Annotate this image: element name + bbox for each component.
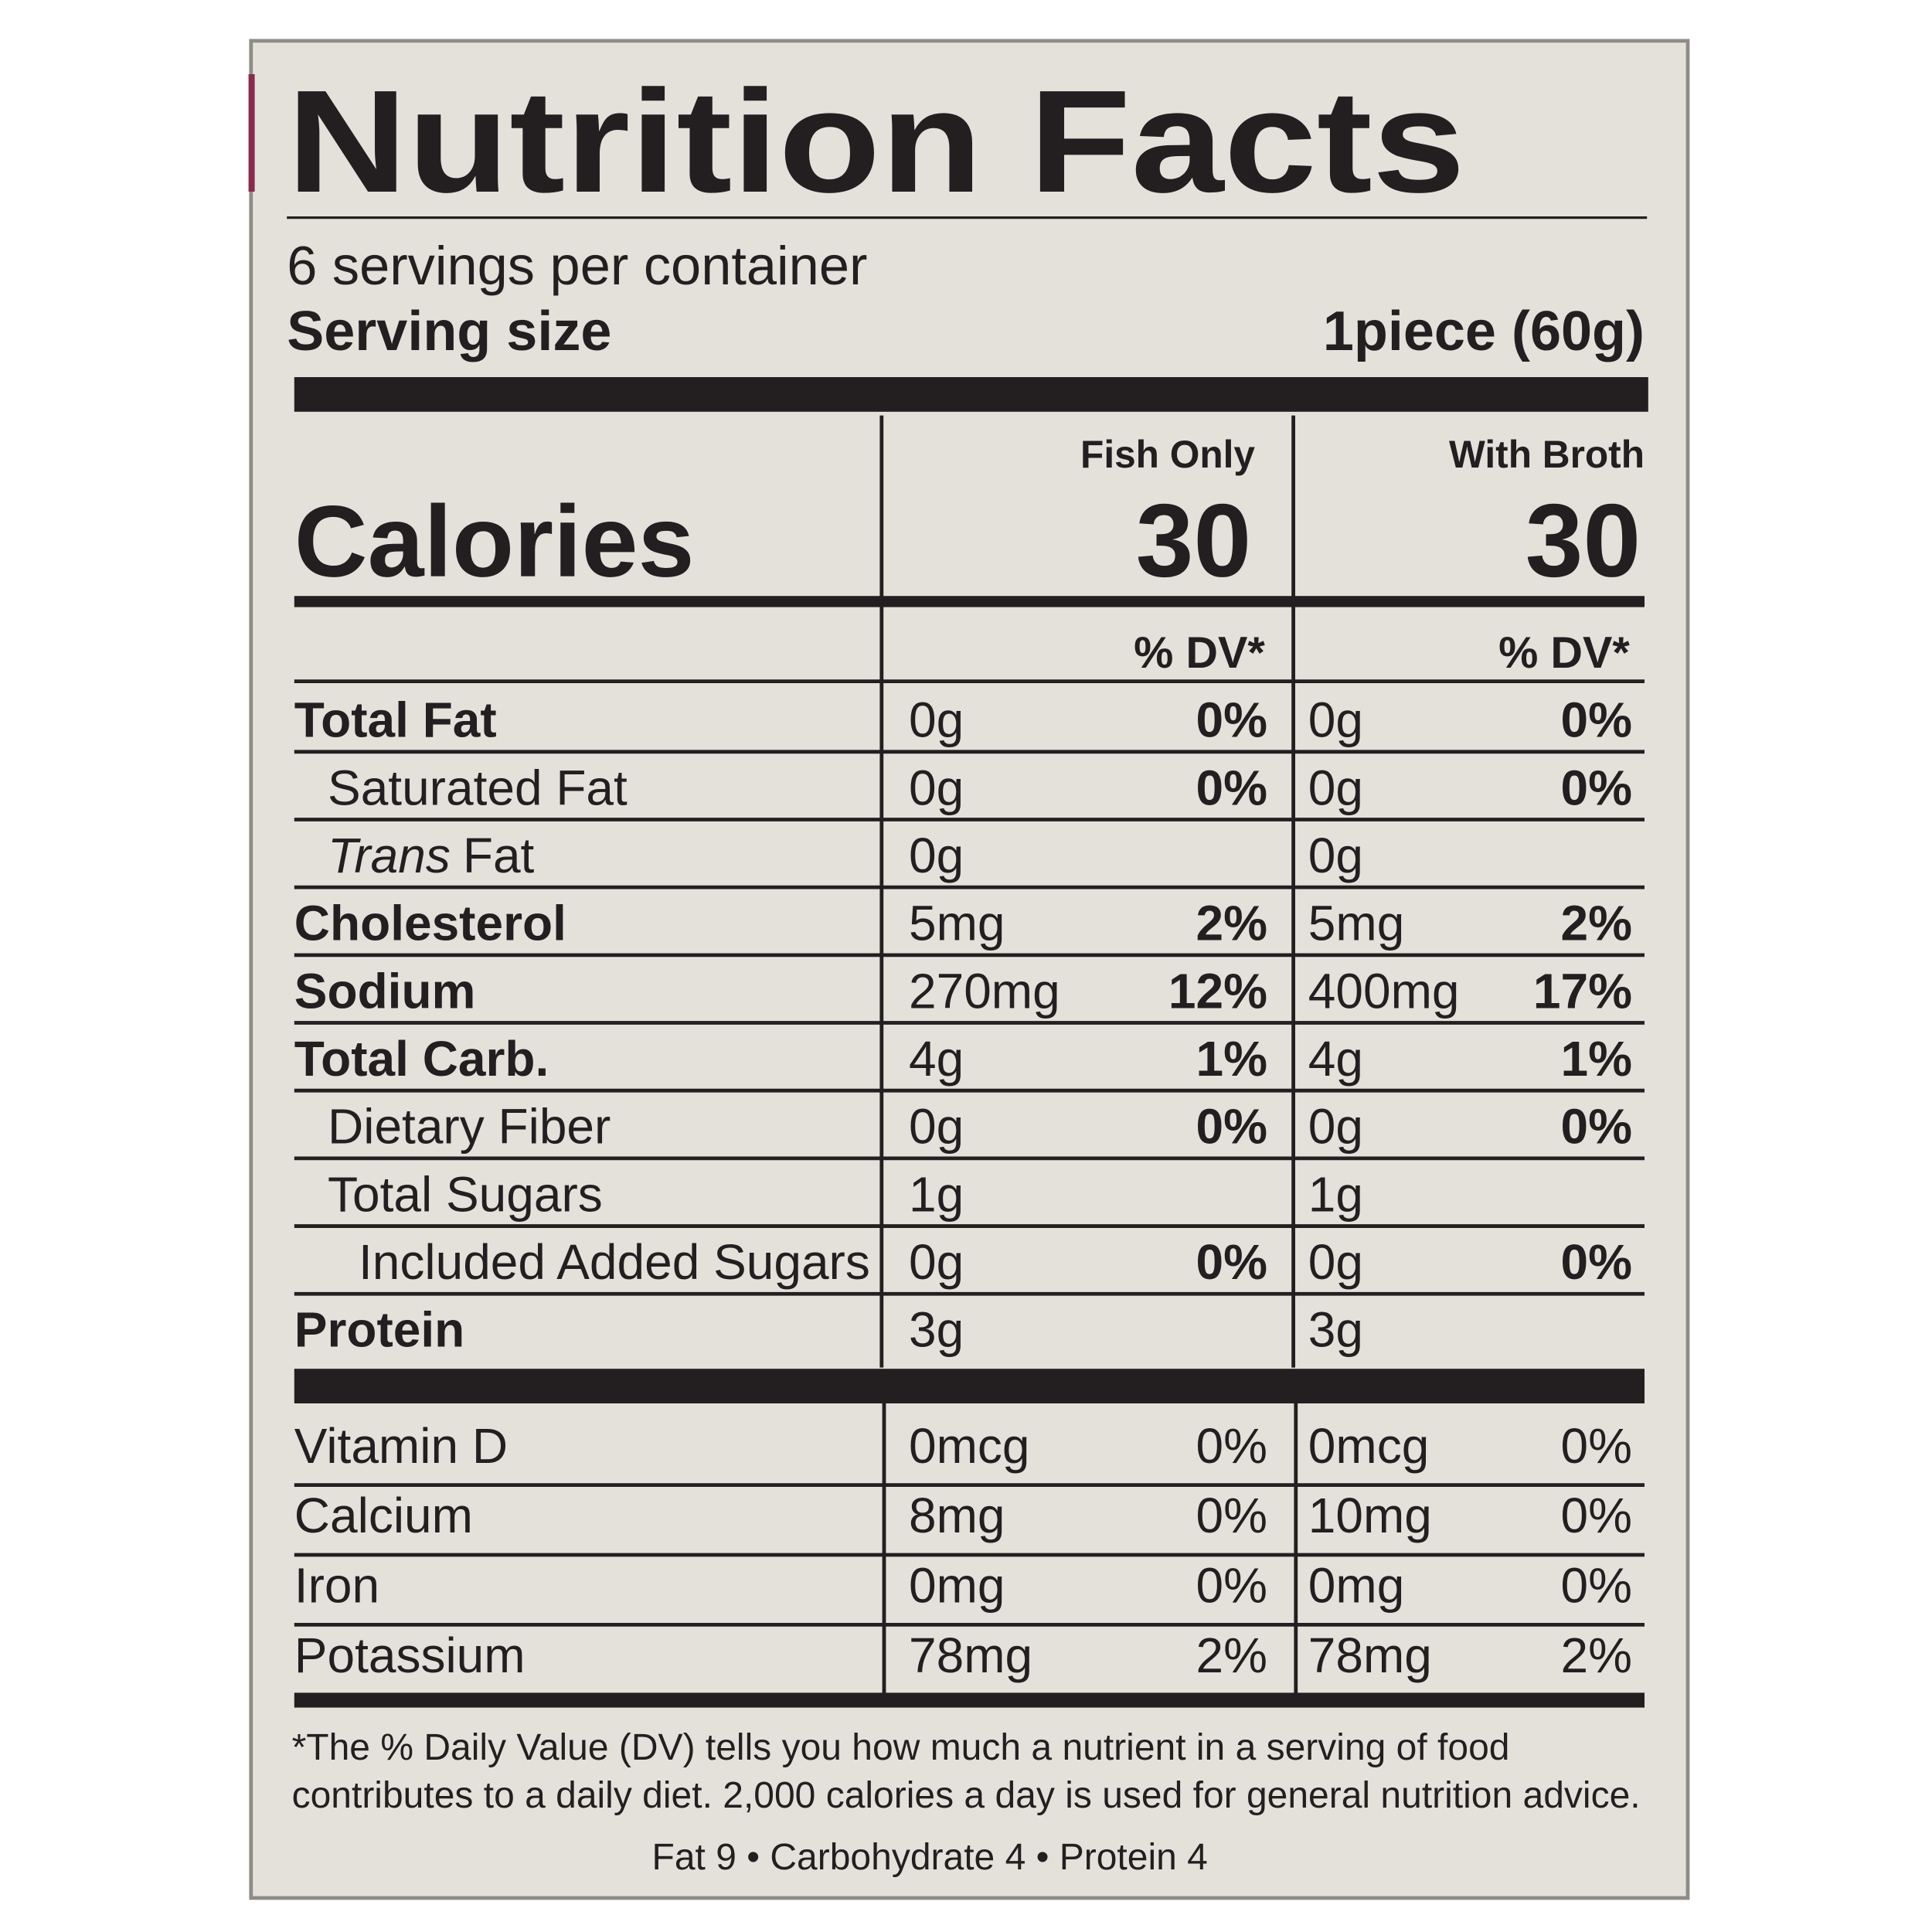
amount: 0mcg <box>909 1418 1030 1474</box>
nutrient-label: Dietary Fiber <box>328 1099 611 1155</box>
amount: 0g <box>909 828 964 883</box>
amount: 0g <box>1308 1234 1363 1290</box>
column-name: With Broth <box>1449 433 1645 476</box>
label-text: Fat <box>463 828 535 883</box>
daily-value: 0% <box>1561 692 1633 748</box>
daily-value: 0% <box>1561 1418 1633 1474</box>
dv-header: % DV* <box>1134 628 1265 678</box>
amount: 4g <box>1308 1031 1363 1087</box>
daily-value: 0% <box>1196 1558 1268 1614</box>
serving-size-label: Serving size <box>287 301 611 362</box>
amount: 0g <box>1308 828 1363 883</box>
calories-value: 30 <box>1136 483 1251 599</box>
daily-value: 0% <box>1196 760 1268 815</box>
daily-value: 2% <box>1196 896 1268 951</box>
amount: 400mg <box>1308 963 1460 1019</box>
daily-value: 0% <box>1196 1099 1268 1155</box>
nutrient-label: Calcium <box>294 1488 473 1543</box>
nutrient-label: Iron <box>294 1558 379 1614</box>
footnote: *The % Daily Value (DV) tells you how mu… <box>291 1727 1641 1817</box>
nutrient-label: Protein <box>294 1302 464 1358</box>
nutrient-label: Saturated Fat <box>328 760 628 815</box>
amount: 3g <box>1308 1302 1363 1358</box>
nutrient-label: Total Carb. <box>294 1031 549 1087</box>
daily-value: 1% <box>1561 1031 1633 1087</box>
amount: 0g <box>1308 760 1363 815</box>
nutrient-label: Vitamin D <box>294 1418 508 1474</box>
footnote-box: *The % Daily Value (DV) tells you how mu… <box>291 1727 1641 1817</box>
amount: 3g <box>909 1302 964 1358</box>
daily-value: 0% <box>1561 760 1633 815</box>
nutrient-label: Sodium <box>294 963 476 1019</box>
daily-value: 1% <box>1196 1031 1268 1087</box>
amount: 0g <box>909 692 964 748</box>
medium-bar <box>294 1692 1645 1708</box>
amount: 0g <box>1308 692 1363 748</box>
nutrient-label: Cholesterol <box>294 896 566 951</box>
amount: 78mg <box>909 1628 1032 1683</box>
daily-value: 0% <box>1196 692 1268 748</box>
amount: 0g <box>1308 1099 1363 1155</box>
daily-value: 2% <box>1561 896 1633 951</box>
amount: 78mg <box>1308 1628 1432 1683</box>
thick-bar <box>294 1369 1645 1403</box>
daily-value: 0% <box>1561 1558 1633 1614</box>
nutrient-label: Trans Fat <box>328 828 535 883</box>
daily-value: 0% <box>1561 1234 1633 1290</box>
column-name: Fish Only <box>1080 433 1255 476</box>
title: Nutrition Facts <box>287 60 1465 223</box>
calories-value: 30 <box>1526 483 1641 599</box>
nutrient-label: Included Added Sugars <box>359 1234 870 1290</box>
daily-value: 12% <box>1168 963 1267 1019</box>
nutrient-label: Total Sugars <box>328 1166 603 1222</box>
daily-value: 2% <box>1561 1628 1633 1683</box>
medium-bar <box>294 596 1645 607</box>
edge-strip <box>248 74 255 192</box>
calorie-guide: Fat 9 • Carbohydrate 4 • Protein 4 <box>652 1837 1208 1878</box>
amount: 0g <box>909 1099 964 1155</box>
amount: 0g <box>909 760 964 815</box>
nutrient-label: Potassium <box>294 1628 526 1683</box>
daily-value: 0% <box>1196 1488 1268 1543</box>
amount: 10mg <box>1308 1488 1432 1543</box>
amount: 4g <box>909 1031 964 1087</box>
label-italic: Trans <box>328 828 451 883</box>
amount: 1g <box>1308 1166 1363 1222</box>
servings: 6 servings per container <box>287 235 867 296</box>
amount: 0mg <box>1308 1558 1405 1614</box>
amount: 0g <box>909 1234 964 1290</box>
amount: 1g <box>909 1166 964 1222</box>
nutrient-label: Total Fat <box>294 692 497 748</box>
daily-value: 0% <box>1196 1418 1268 1474</box>
thick-bar <box>294 377 1648 412</box>
amount: 5mg <box>909 896 1005 951</box>
amount: 8mg <box>909 1488 1005 1543</box>
amount: 5mg <box>1308 896 1405 951</box>
calories-label: Calories <box>294 485 695 598</box>
serving-size-value: 1piece (60g) <box>1323 301 1645 362</box>
daily-value: 0% <box>1561 1099 1633 1155</box>
daily-value: 17% <box>1533 963 1632 1019</box>
label-panel <box>249 39 1690 1900</box>
dv-header: % DV* <box>1498 628 1630 678</box>
amount: 0mcg <box>1308 1418 1430 1474</box>
daily-value: 0% <box>1196 1234 1268 1290</box>
daily-value: 0% <box>1561 1488 1633 1543</box>
amount: 0mg <box>909 1558 1005 1614</box>
daily-value: 2% <box>1196 1628 1268 1683</box>
amount: 270mg <box>909 963 1060 1019</box>
